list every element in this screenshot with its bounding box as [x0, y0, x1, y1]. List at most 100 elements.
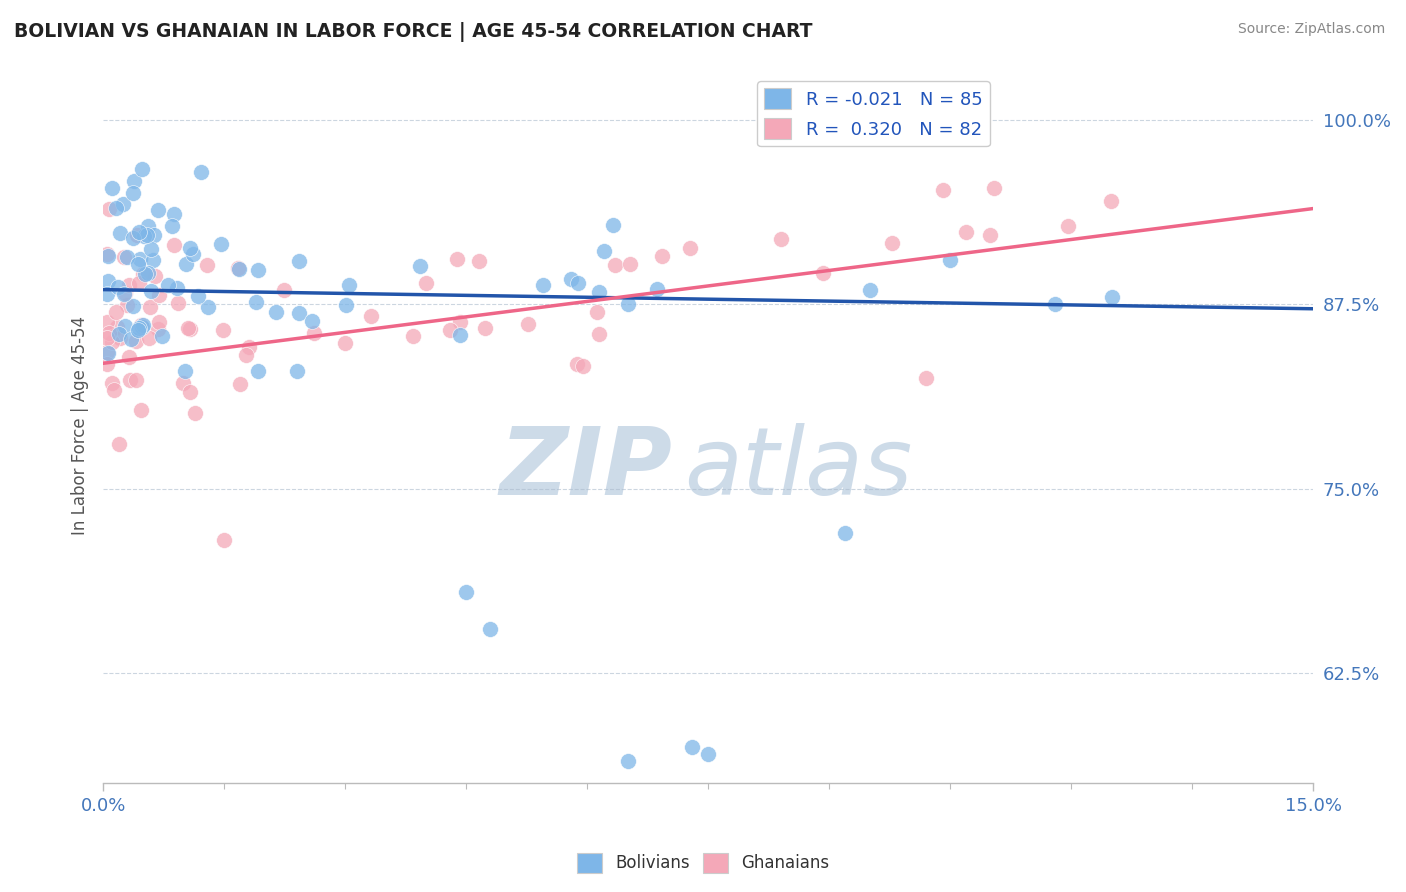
Point: [415, 276, 437, 290]
Point: [955, 225, 977, 239]
Point: [360, 309, 382, 323]
Point: [96, 274, 118, 288]
Point: [139, 242, 162, 256]
Point: [122, 186, 145, 201]
Point: [166, 281, 188, 295]
Point: [301, 314, 323, 328]
Point: [112, 250, 135, 264]
Point: [593, 244, 616, 258]
Point: [138, 300, 160, 314]
Point: [179, 241, 201, 255]
Point: [163, 207, 186, 221]
Point: [1099, 194, 1122, 208]
Point: [100, 335, 122, 350]
Point: [112, 197, 135, 211]
Point: [915, 371, 938, 385]
Point: [96, 344, 118, 359]
Point: [120, 332, 142, 346]
Point: [335, 298, 357, 312]
Point: [195, 259, 218, 273]
Point: [567, 357, 589, 371]
Point: [516, 317, 538, 331]
Point: [129, 318, 152, 332]
Point: [157, 278, 180, 293]
Point: [167, 296, 190, 310]
Point: [1043, 297, 1066, 311]
Point: [142, 253, 165, 268]
Point: [143, 228, 166, 243]
Point: [179, 321, 201, 335]
Point: [190, 165, 212, 179]
Point: [131, 320, 153, 334]
Point: [273, 284, 295, 298]
Point: [107, 327, 129, 342]
Point: [588, 327, 610, 342]
Point: [651, 248, 673, 262]
Point: [101, 181, 124, 195]
Point: [125, 373, 148, 387]
Point: [177, 320, 200, 334]
Point: [226, 261, 249, 276]
Point: [811, 266, 834, 280]
Point: [108, 226, 131, 240]
Point: [246, 364, 269, 378]
Point: [96, 331, 118, 345]
Point: [117, 250, 139, 264]
Point: [858, 283, 880, 297]
Point: [132, 318, 155, 332]
Point: [150, 328, 173, 343]
Point: [122, 231, 145, 245]
Point: [1101, 290, 1123, 304]
Point: [567, 276, 589, 290]
Point: [146, 322, 169, 336]
Point: [136, 219, 159, 233]
Point: [285, 364, 308, 378]
Point: [129, 402, 152, 417]
Point: [122, 174, 145, 188]
Point: [979, 227, 1001, 242]
Point: [96, 287, 118, 301]
Point: [619, 257, 641, 271]
Point: [121, 299, 143, 313]
Point: [110, 331, 132, 345]
Point: [679, 241, 702, 255]
Point: [131, 161, 153, 176]
Point: [118, 374, 141, 388]
Point: [174, 364, 197, 378]
Point: [135, 227, 157, 242]
Point: [96, 357, 118, 371]
Point: [247, 262, 270, 277]
Point: [1057, 219, 1080, 233]
Text: atlas: atlas: [683, 424, 912, 515]
Legend: R = -0.021   N = 85, R =  0.320   N = 82: R = -0.021 N = 85, R = 0.320 N = 82: [756, 81, 990, 146]
Point: [468, 254, 491, 268]
Point: [148, 288, 170, 302]
Point: [834, 525, 856, 540]
Point: [449, 315, 471, 329]
Point: [96, 247, 118, 261]
Point: [97, 249, 120, 263]
Point: [128, 225, 150, 239]
Point: [136, 266, 159, 280]
Point: [228, 261, 250, 276]
Point: [148, 315, 170, 329]
Point: [235, 349, 257, 363]
Point: [163, 237, 186, 252]
Point: [572, 359, 595, 373]
Point: [939, 253, 962, 268]
Point: [197, 300, 219, 314]
Point: [446, 252, 468, 267]
Point: [131, 267, 153, 281]
Point: [96, 315, 118, 329]
Point: [588, 285, 610, 300]
Point: [264, 305, 287, 319]
Point: [143, 268, 166, 283]
Legend: Bolivians, Ghanaians: Bolivians, Ghanaians: [569, 847, 837, 880]
Point: [129, 252, 152, 266]
Point: [172, 376, 194, 390]
Point: [211, 323, 233, 337]
Point: [132, 229, 155, 244]
Point: [118, 277, 141, 292]
Point: [127, 257, 149, 271]
Point: [134, 267, 156, 281]
